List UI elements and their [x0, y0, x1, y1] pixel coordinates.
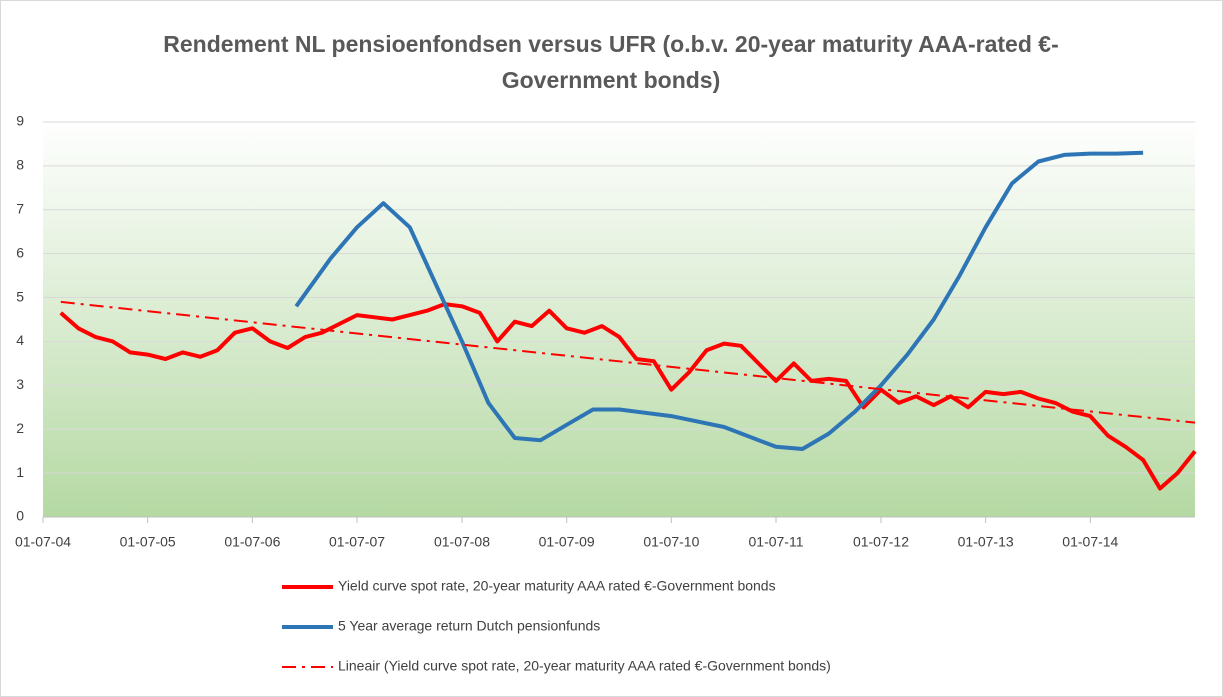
x-tick-label: 01-07-05	[120, 534, 176, 550]
x-tick-label: 01-07-06	[224, 534, 280, 550]
x-tick-label: 01-07-10	[643, 534, 699, 550]
legend-label: Yield curve spot rate, 20-year maturity …	[338, 578, 776, 594]
series-line	[294, 150, 1144, 451]
chart-title: Rendement NL pensioenfondsen versus UFR …	[163, 31, 1059, 93]
legend-label: Lineair (Yield curve spot rate, 20-year …	[338, 658, 831, 674]
x-tick-label: 01-07-12	[853, 534, 909, 550]
x-tick-label: 01-07-09	[539, 534, 595, 550]
x-tick-label: 01-07-07	[329, 534, 385, 550]
y-tick-label: 6	[16, 244, 24, 260]
plot-background	[43, 122, 1195, 517]
x-tick-label: 01-07-14	[1062, 534, 1118, 550]
legend-label: 5 Year average return Dutch pensionfunds	[338, 618, 600, 634]
series-line	[60, 300, 1196, 424]
y-tick-label: 3	[16, 376, 24, 392]
y-tick-label: 1	[16, 464, 24, 480]
y-tick-label: 5	[16, 288, 24, 304]
x-tick-label: 01-07-13	[958, 534, 1014, 550]
y-tick-label: 9	[16, 113, 24, 129]
y-tick-label: 4	[16, 332, 24, 348]
x-tick-label: 01-07-04	[15, 534, 71, 550]
y-tick-label: 2	[16, 420, 24, 436]
y-tick-label: 7	[16, 200, 24, 216]
x-tick-label: 01-07-08	[434, 534, 490, 550]
x-tick-label: 01-07-11	[749, 534, 804, 550]
y-tick-label: 8	[16, 157, 24, 173]
y-tick-label: 0	[16, 508, 24, 524]
series-line	[59, 302, 1197, 491]
